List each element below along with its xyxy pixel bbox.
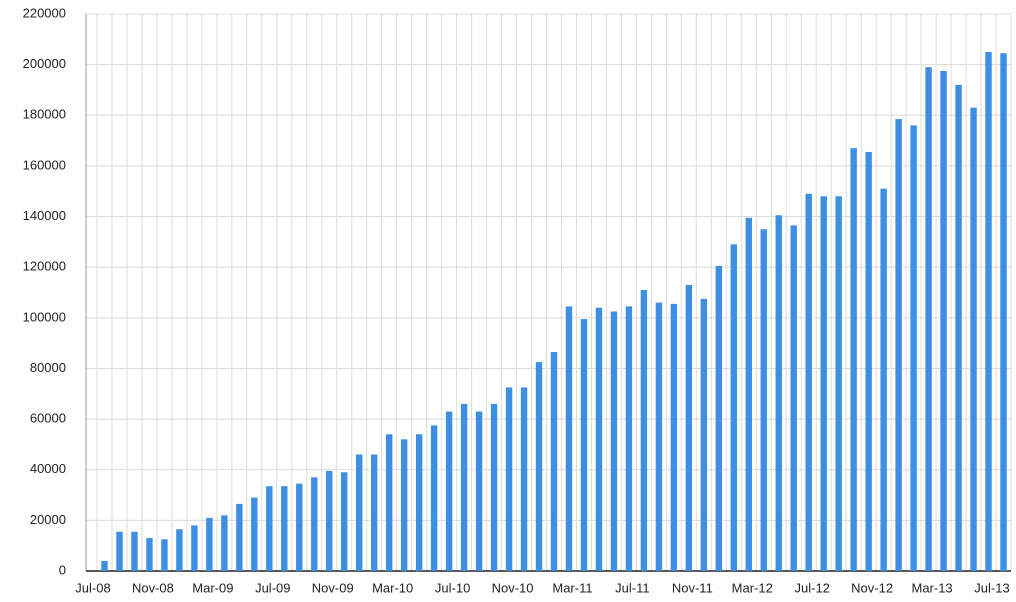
bar <box>790 225 797 572</box>
bar <box>131 531 138 571</box>
bar <box>640 289 648 571</box>
bar <box>370 454 378 571</box>
bar <box>685 284 693 571</box>
bar <box>865 151 872 572</box>
y-tick-label: 180000 <box>23 107 66 122</box>
bar <box>221 515 228 571</box>
bar <box>625 306 633 571</box>
bar <box>820 196 827 572</box>
bar <box>985 51 992 571</box>
bar <box>445 411 453 571</box>
y-tick-label: 200000 <box>23 56 66 71</box>
bar <box>266 486 273 571</box>
bar <box>910 125 917 572</box>
bar <box>955 84 962 572</box>
x-tick-label: Jul-11 <box>615 580 649 595</box>
y-tick-label: 160000 <box>23 157 66 172</box>
bar <box>850 148 857 571</box>
y-tick-label: 20000 <box>30 512 66 527</box>
x-tick-label: Nov-08 <box>132 580 174 595</box>
bar <box>760 229 767 572</box>
bar <box>670 303 678 571</box>
bar <box>251 497 258 571</box>
bar <box>505 387 513 571</box>
bar <box>565 306 573 571</box>
x-tick-label: Mar-12 <box>732 580 773 595</box>
bar <box>146 538 153 571</box>
y-tick-label: 80000 <box>30 360 66 375</box>
y-tick-label: 60000 <box>30 411 66 426</box>
y-tick-label: 100000 <box>23 309 66 324</box>
x-tick-label: Jul-08 <box>75 580 110 595</box>
bar <box>775 215 782 571</box>
bar <box>895 119 902 571</box>
bar <box>191 525 198 571</box>
bar <box>880 188 887 572</box>
bar <box>356 454 363 571</box>
x-tick-label: Nov-11 <box>672 580 713 595</box>
y-tick-label: 40000 <box>30 461 66 476</box>
x-tick-label: Mar-10 <box>372 580 413 595</box>
x-tick-label: Nov-10 <box>492 580 534 595</box>
bar <box>610 311 618 571</box>
bar <box>730 244 738 572</box>
bar <box>520 387 528 571</box>
x-tick-label: Mar-13 <box>911 580 952 595</box>
x-tick-label: Jul-12 <box>795 580 830 595</box>
bar <box>745 217 752 571</box>
bar <box>326 470 333 571</box>
y-tick-label: 0 <box>59 562 66 577</box>
bar <box>430 425 438 571</box>
bar <box>385 434 393 571</box>
bar <box>535 362 543 571</box>
bar <box>311 477 318 571</box>
y-tick-label: 140000 <box>23 208 66 223</box>
x-tick-label: Nov-09 <box>312 580 354 595</box>
bar <box>970 107 977 571</box>
bar <box>940 70 947 571</box>
bar <box>116 531 123 571</box>
bar <box>655 302 663 571</box>
bar <box>715 265 723 571</box>
bar <box>101 560 108 571</box>
bar <box>700 298 708 571</box>
bar <box>580 319 588 571</box>
y-tick-label: 120000 <box>23 259 66 274</box>
x-tick-label: Jul-13 <box>974 580 1009 595</box>
bar <box>460 403 468 571</box>
bar <box>176 529 183 571</box>
x-tick-label: Jul-10 <box>435 580 470 595</box>
bar <box>236 503 243 571</box>
bar <box>835 196 842 572</box>
bar <box>206 517 213 571</box>
bar <box>296 483 303 571</box>
x-tick-label: Jul-09 <box>255 580 290 595</box>
bar <box>490 403 498 571</box>
bar <box>925 67 932 571</box>
bar <box>400 439 408 571</box>
y-tick-label: 220000 <box>23 5 66 20</box>
bar <box>281 486 288 571</box>
bar <box>475 411 483 571</box>
x-tick-label: Mar-09 <box>192 580 233 595</box>
bar <box>595 307 603 571</box>
bar <box>415 434 423 571</box>
bar <box>550 351 558 571</box>
x-tick-label: Mar-11 <box>552 580 592 595</box>
bar <box>161 539 168 571</box>
bar <box>805 193 812 571</box>
x-tick-label: Nov-12 <box>851 580 893 595</box>
bar <box>1000 53 1007 572</box>
bar <box>341 472 348 571</box>
